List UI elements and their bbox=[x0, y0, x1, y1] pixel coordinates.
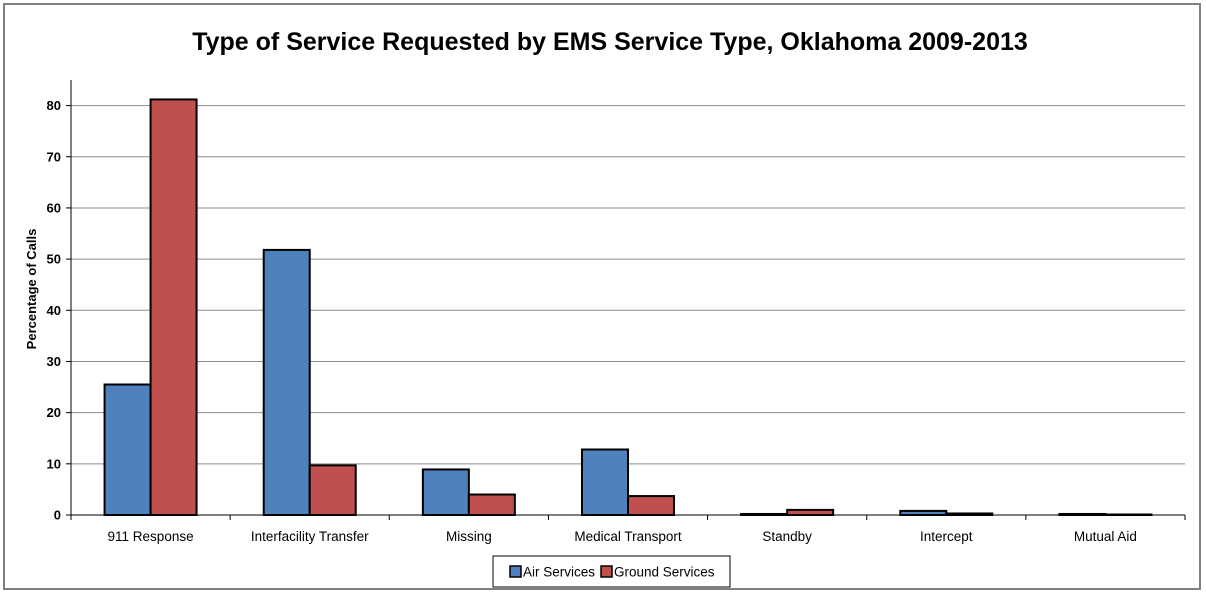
y-ticks: 0 10 20 30 40 50 60 70 80 bbox=[47, 98, 71, 523]
legend-label: Ground Services bbox=[614, 565, 715, 580]
y-tick-label: 10 bbox=[47, 456, 61, 471]
bar-ground-services-medical-transport bbox=[627, 495, 675, 516]
y-tick-label: 20 bbox=[47, 405, 61, 420]
y-tick-label: 40 bbox=[47, 303, 61, 318]
y-tick-label: 30 bbox=[47, 354, 61, 369]
bar-air-services-intercept bbox=[899, 509, 948, 517]
bar-ground-services-standby bbox=[786, 508, 835, 517]
x-tick-label: Mutual Aid bbox=[1074, 529, 1137, 544]
y-axis-label: Percentage of Calls bbox=[24, 229, 39, 350]
x-tick-label: Medical Transport bbox=[574, 529, 682, 544]
legend: Air Services Ground Services bbox=[492, 555, 731, 588]
gridlines bbox=[71, 105, 1185, 465]
chart-title: Type of Service Requested by EMS Service… bbox=[192, 28, 1028, 56]
x-tick-label: 911 Response bbox=[108, 529, 194, 544]
y-tick-label: 50 bbox=[47, 252, 61, 267]
x-tick-label: Missing bbox=[446, 529, 492, 544]
y-tick-label: 60 bbox=[47, 200, 61, 215]
bar-ground-services-911-response bbox=[149, 98, 198, 517]
y-tick-label: 70 bbox=[47, 149, 61, 164]
bar-ground-services-missing bbox=[467, 493, 516, 517]
y-tick-label: 0 bbox=[54, 508, 61, 523]
bar-air-services-911-response bbox=[103, 383, 152, 516]
y-tick-label: 80 bbox=[47, 98, 61, 113]
legend-swatch bbox=[600, 565, 613, 578]
x-tick-label: Intercept bbox=[920, 529, 973, 544]
bar-air-services-missing bbox=[421, 468, 470, 516]
legend-swatch bbox=[509, 565, 522, 578]
bar-air-services-interfacility-transfer bbox=[262, 248, 311, 516]
legend-label: Air Services bbox=[523, 565, 595, 580]
bar-air-services-medical-transport bbox=[581, 448, 629, 516]
x-tick-label: Interfacility Transfer bbox=[251, 529, 369, 544]
bar-ground-services-interfacility-transfer bbox=[308, 464, 357, 517]
bars bbox=[103, 98, 1153, 517]
x-ticks: 911 Response Interfacility Transfer Missin… bbox=[70, 515, 1186, 544]
x-tick-label: Standby bbox=[762, 529, 812, 544]
